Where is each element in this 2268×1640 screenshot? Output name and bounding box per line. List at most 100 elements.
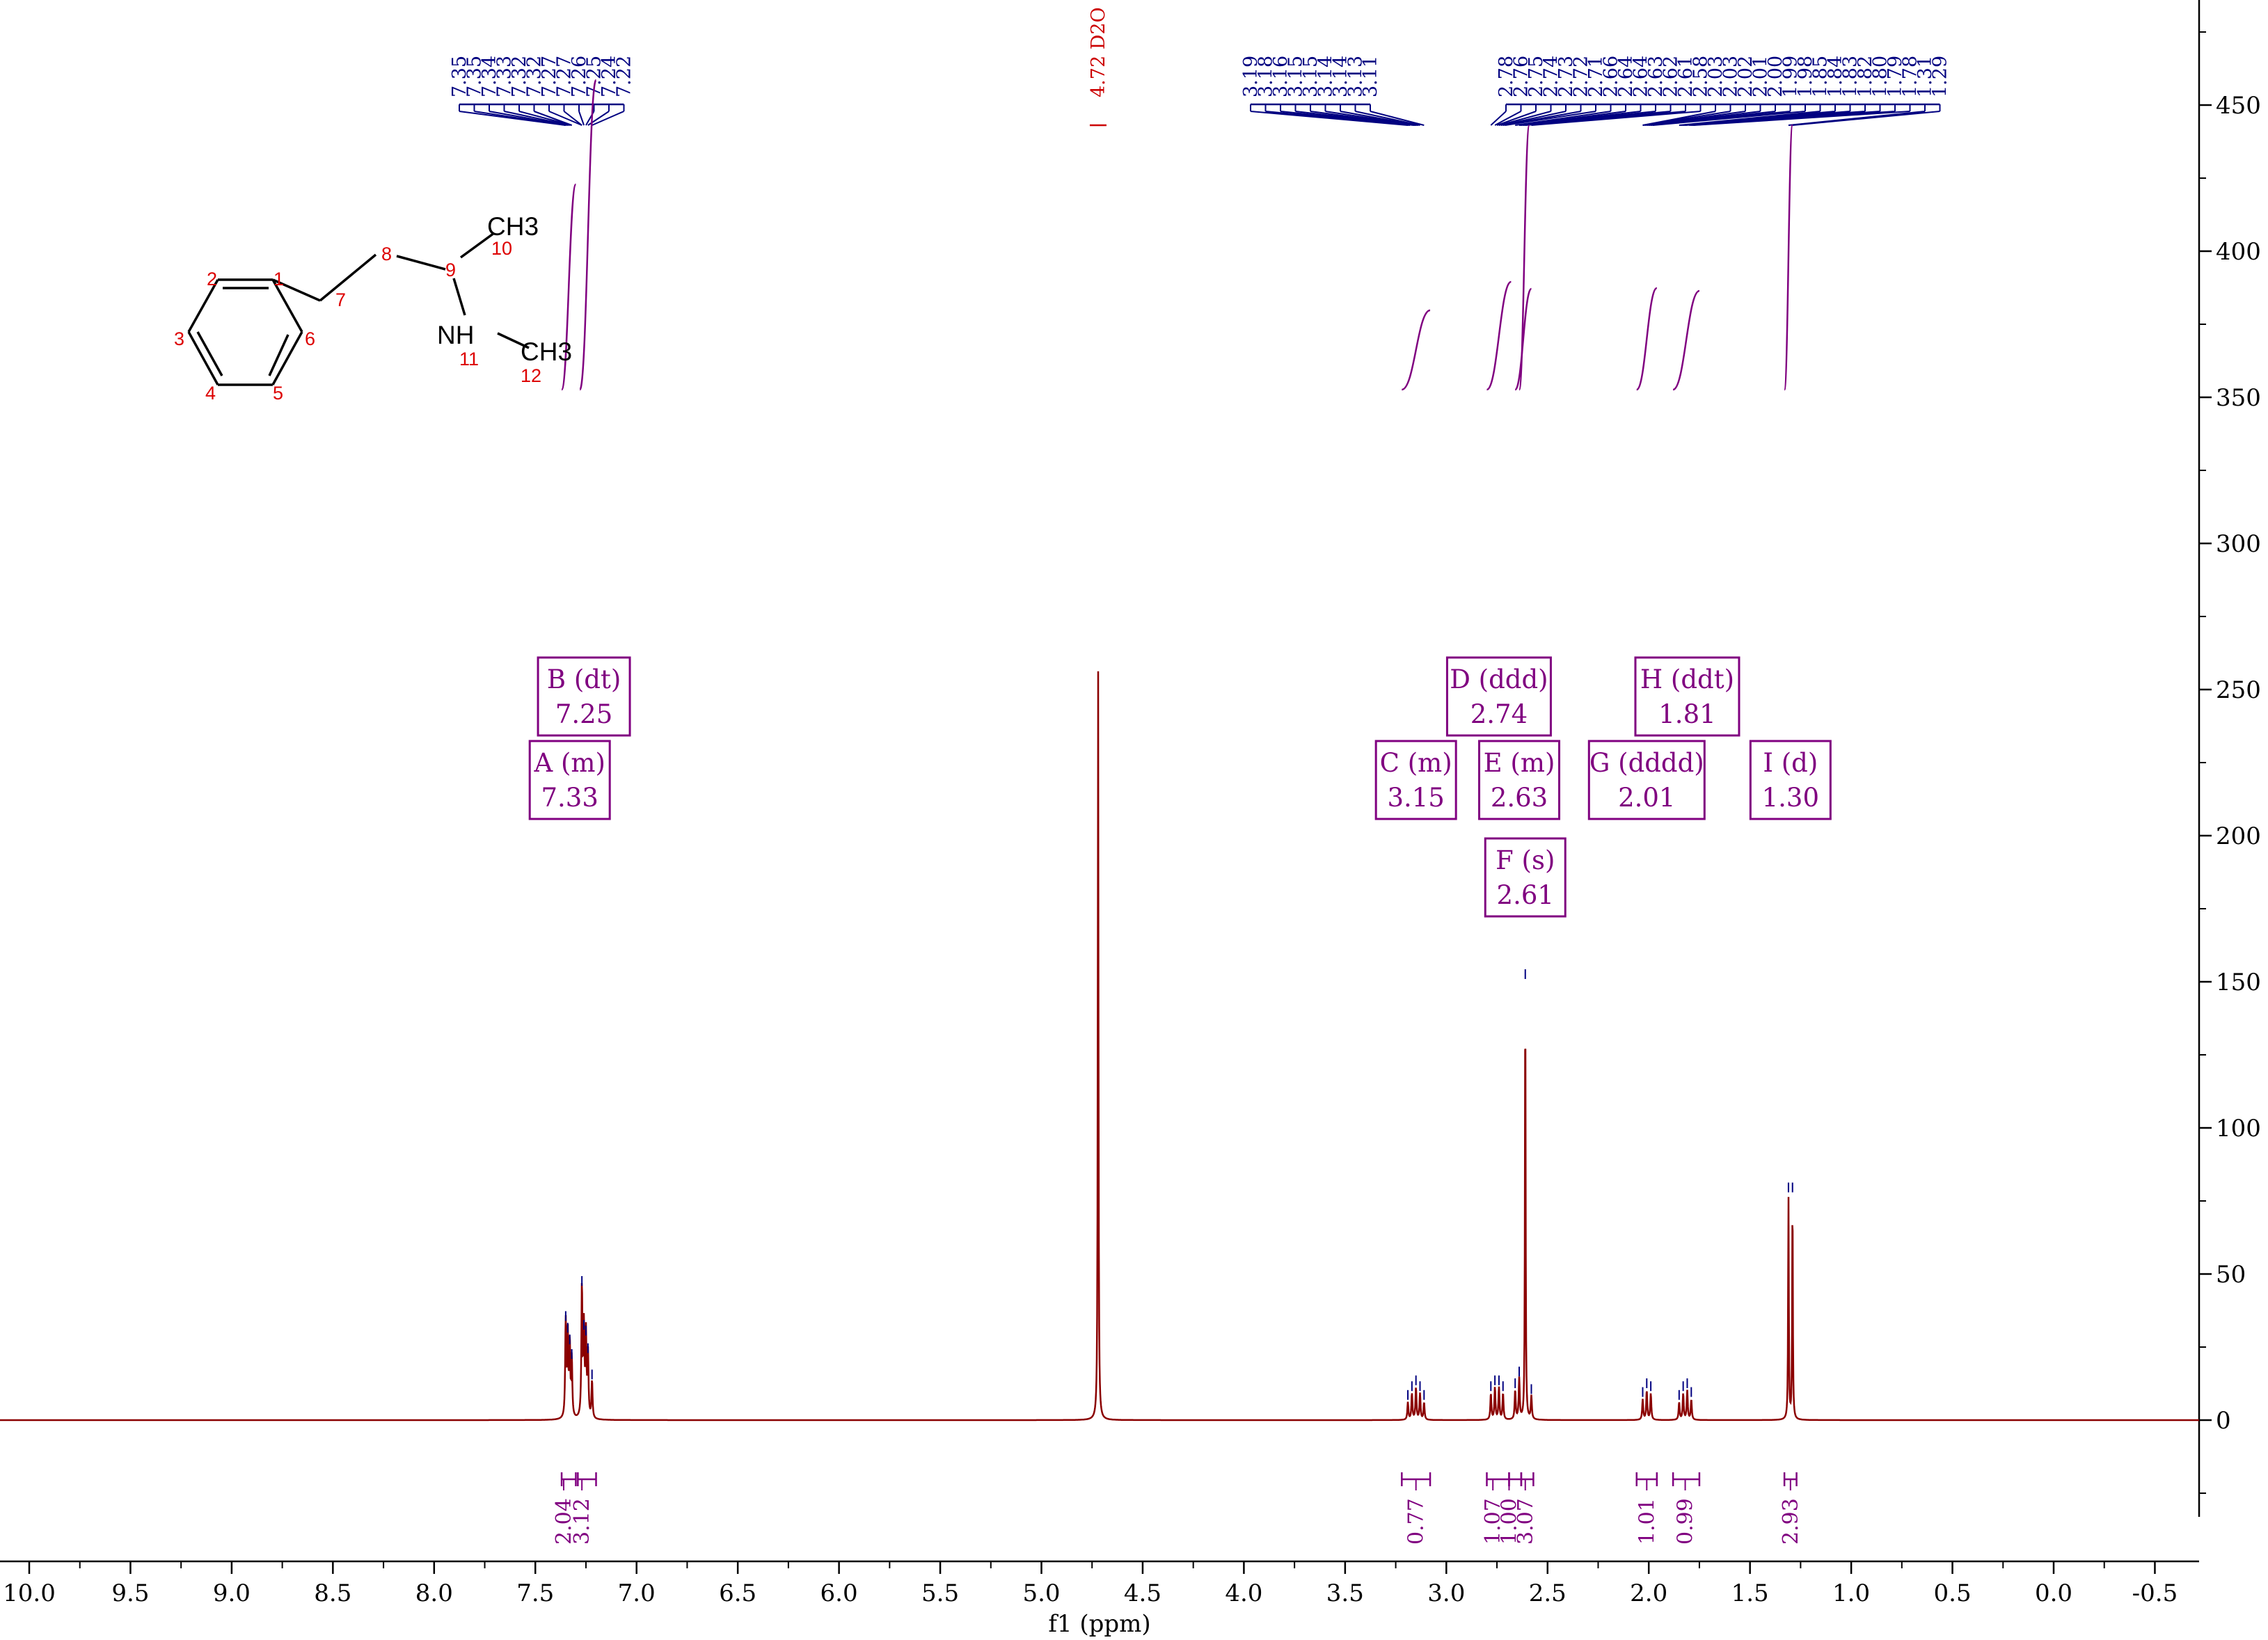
- peak-label: 7.34: [479, 56, 500, 97]
- multiplet-label: B (dt): [547, 664, 621, 694]
- integral-curve: [1486, 280, 1512, 391]
- peak-label: 2.64: [1631, 56, 1652, 97]
- peak-label: 7.22: [614, 56, 635, 97]
- peak-label: 2.61: [1675, 56, 1697, 97]
- x-tick-label: 5.0: [1022, 1579, 1060, 1607]
- peak-label-group: 3.193.183.163.153.153.143.143.133.11: [1240, 56, 1425, 126]
- multiplet-g-box: G (dddd) 2.01: [1587, 740, 1706, 820]
- multiplet-label: I (d): [1763, 748, 1818, 778]
- integral-curve: [560, 183, 577, 391]
- integral-label: 1.07: [1481, 1498, 1505, 1545]
- y-tick-label: 0: [2216, 1407, 2231, 1435]
- atom-number-8: 8: [381, 244, 392, 264]
- multiplet-label: D (ddd): [1450, 664, 1548, 694]
- peak-label: 3.14: [1330, 56, 1351, 97]
- peak-label: 2.73: [1555, 56, 1577, 97]
- peak-label: 3.16: [1270, 56, 1292, 97]
- y-tick-label: 250: [2216, 676, 2261, 704]
- atom-number-5: 5: [273, 383, 283, 404]
- peak-label: 7.24: [598, 56, 620, 97]
- peak-label: 1.83: [1840, 56, 1862, 97]
- peak-label: 2.64: [1615, 56, 1637, 97]
- x-tick-label: 0.5: [1934, 1579, 1972, 1607]
- peak-label: 2.66: [1601, 56, 1622, 97]
- peak-label: 2.71: [1585, 56, 1607, 97]
- peak-label: 1.78: [1900, 56, 1921, 97]
- atom-number-10: 10: [491, 238, 512, 259]
- y-tick-label: 100: [2216, 1115, 2261, 1143]
- nh-group-label: NH: [437, 321, 474, 349]
- x-tick-label: 3.5: [1326, 1579, 1364, 1607]
- x-tick-label: 3.0: [1427, 1579, 1465, 1607]
- peak-label: 7.32: [509, 56, 530, 97]
- peak-label: 1.29: [1930, 56, 1951, 97]
- integral-label: 0.99: [1674, 1498, 1698, 1545]
- x-tick-label: 7.5: [516, 1579, 554, 1607]
- multiplet-a-box: A (m) 7.33: [528, 740, 611, 820]
- atom-number-12: 12: [521, 365, 541, 386]
- ch3-group-label: CH3: [487, 212, 539, 241]
- x-tick-label: 9.0: [213, 1579, 251, 1607]
- peak-label: 2.74: [1541, 56, 1562, 97]
- peak-label: 7.35: [449, 56, 470, 97]
- x-tick-label: 1.5: [1731, 1579, 1769, 1607]
- peak-label: 7.35: [464, 56, 486, 97]
- multiplet-shift: 1.30: [1762, 783, 1819, 813]
- y-tick-label: 300: [2216, 530, 2261, 558]
- integral-curve: [1514, 287, 1532, 391]
- peak-label: 2.03: [1705, 56, 1727, 97]
- multiplet-shift: 2.01: [1618, 783, 1675, 813]
- peak-label: 1.31: [1914, 56, 1936, 97]
- x-tick-label: 1.0: [1832, 1579, 1870, 1607]
- integral-label: 2.04: [552, 1498, 576, 1545]
- peak-label: 1.99: [1780, 56, 1802, 97]
- peak-label: 3.13: [1345, 56, 1367, 97]
- peak-label: 7.26: [569, 56, 590, 97]
- atom-number-2: 2: [207, 269, 217, 289]
- atom-number-7: 7: [335, 289, 346, 310]
- x-tick-label: 4.5: [1124, 1579, 1161, 1607]
- x-tick-label: 0.0: [2035, 1579, 2072, 1607]
- peak-label-group: 7.357.357.347.337.327.327.277.277.267.25…: [449, 56, 635, 126]
- peak-label: 3.11: [1360, 56, 1381, 97]
- peak-label: 2.58: [1690, 56, 1712, 97]
- peak-label: 2.00: [1765, 56, 1786, 97]
- integral-label: 1.00: [1497, 1498, 1521, 1545]
- integral-label: 1.01: [1635, 1498, 1659, 1545]
- peak-label: 2.02: [1735, 56, 1756, 97]
- multiplet-label: C (m): [1380, 748, 1452, 778]
- y-tick-label: 150: [2216, 969, 2261, 996]
- atom-number-9: 9: [445, 260, 456, 280]
- y-tick-label: 350: [2216, 384, 2261, 412]
- peak-label: 1.84: [1825, 56, 1846, 97]
- x-tick-label: 9.5: [111, 1579, 149, 1607]
- peak-label: 2.72: [1571, 56, 1592, 97]
- multiplet-shift: 2.74: [1470, 699, 1528, 729]
- x-tick-label: -0.5: [2132, 1579, 2178, 1607]
- peak-label: 3.19: [1240, 56, 1262, 97]
- multiplet-e-box: E (m) 2.63: [1478, 740, 1561, 820]
- x-axis-title: f1 (ppm): [1048, 1610, 1150, 1638]
- x-tick-label: 6.0: [820, 1579, 858, 1607]
- multiplet-shift: 7.33: [541, 783, 598, 813]
- atom-number-6: 6: [305, 328, 315, 349]
- integral-label: 2.93: [1779, 1498, 1803, 1545]
- peak-label: 1.82: [1855, 56, 1876, 97]
- peak-label-group: 2.782.762.752.742.732.722.712.662.642.64…: [1490, 56, 1951, 126]
- integral-curve: [1783, 124, 1793, 391]
- peak-label: 3.14: [1315, 56, 1337, 97]
- atom-number-11: 11: [459, 349, 479, 369]
- solvent-label-group: 4.72 D2O: [1088, 7, 1109, 127]
- peak-label: 7.33: [494, 56, 516, 97]
- peak-label: 3.18: [1255, 56, 1277, 97]
- integral-label: 3.07: [1514, 1498, 1538, 1545]
- multiplet-label: G (dddd): [1589, 748, 1704, 778]
- x-tick-label: 4.0: [1225, 1579, 1262, 1607]
- multiplet-shift: 1.81: [1658, 699, 1715, 729]
- integral-curve: [1401, 309, 1431, 391]
- integral-label: 0.77: [1404, 1498, 1429, 1545]
- x-tick-label: 8.5: [314, 1579, 351, 1607]
- x-tick-label: 6.5: [719, 1579, 756, 1607]
